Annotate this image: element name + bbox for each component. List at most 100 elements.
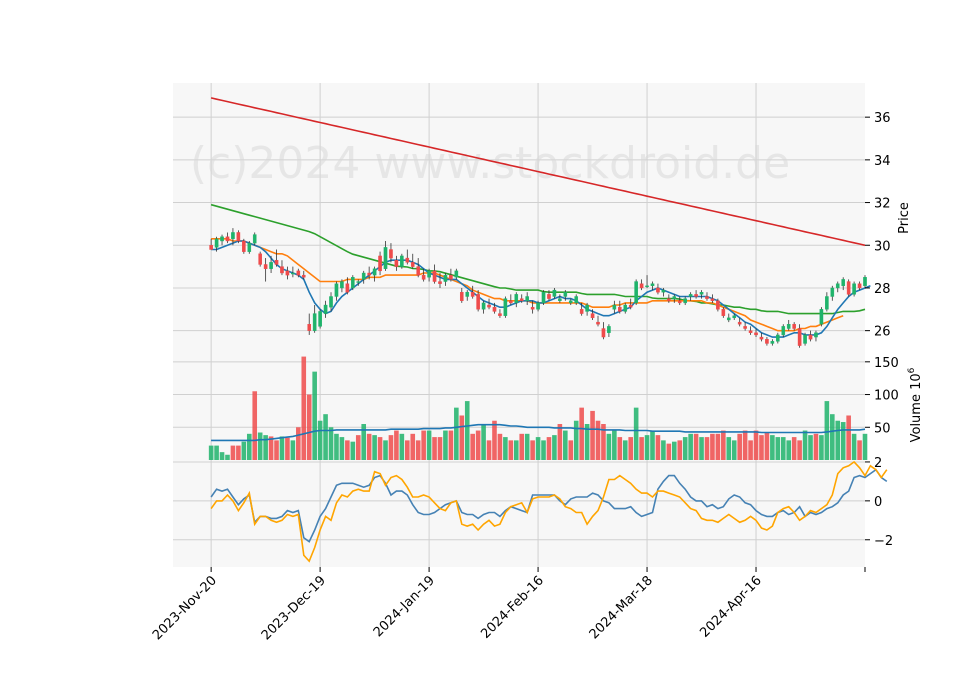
candle-body (552, 289, 557, 297)
candle-body (748, 330, 753, 333)
volume-bar (563, 430, 568, 460)
candle-body (427, 270, 431, 278)
candle (650, 281, 655, 291)
volume-bar (345, 440, 350, 460)
volume-bar (306, 394, 312, 460)
candle (846, 279, 851, 297)
volume-bar (377, 437, 383, 460)
candle (552, 287, 557, 299)
candle-body (601, 328, 606, 338)
candle (432, 264, 437, 284)
candle-body (623, 304, 628, 312)
candle (781, 324, 786, 338)
candle-body (351, 277, 355, 289)
candle (345, 277, 350, 295)
volume-bar (350, 441, 356, 460)
candle (808, 330, 813, 342)
volume-bar (492, 420, 497, 460)
volume-bar (862, 433, 868, 460)
candle-body (312, 313, 317, 331)
volume-bar (644, 435, 650, 460)
price-y-ticks: 26 28 30 32 34 36 (865, 111, 891, 340)
candle-body (743, 326, 747, 329)
candle-body (410, 262, 415, 267)
volume-bar (328, 427, 334, 460)
candle (743, 322, 747, 331)
candle-body (438, 281, 442, 284)
volume-bar (671, 441, 677, 460)
candle (470, 285, 475, 299)
candle (225, 232, 230, 244)
candle-body (323, 304, 328, 314)
candle-body (421, 274, 426, 280)
candle-body (830, 287, 835, 297)
candle-body (618, 306, 622, 312)
oscillator-lines (210, 460, 888, 563)
x-tick-label: 2024-Feb-16 (478, 573, 547, 642)
candle-body (726, 317, 731, 321)
volume-bar (715, 433, 721, 460)
volume-average (211, 423, 866, 442)
volume-bar (742, 430, 748, 460)
candle-body (383, 247, 388, 269)
candle-body (677, 300, 682, 304)
candle-body (857, 283, 862, 289)
volume-bar (317, 420, 323, 460)
candle-body (345, 283, 350, 293)
candle-body (667, 298, 671, 301)
candle-body (825, 296, 829, 310)
candle (449, 268, 453, 282)
volume-bar (301, 356, 307, 460)
candle-body (846, 281, 851, 295)
candle-body (656, 287, 660, 293)
volume-bar (786, 440, 792, 460)
candle (607, 324, 611, 338)
volume-bar (355, 435, 361, 460)
candle-body (476, 294, 480, 310)
candle-body (634, 281, 638, 304)
candle (596, 315, 600, 327)
candle (258, 251, 262, 267)
x-tick-label: 2024-Apr-16 (697, 573, 764, 640)
volume-bar (459, 415, 465, 460)
candle-body (786, 324, 791, 329)
candle-body (329, 296, 333, 308)
candle-body (274, 259, 279, 265)
candle (378, 251, 382, 276)
volume-bar (584, 424, 590, 460)
candle (547, 290, 551, 301)
candle-body (296, 270, 301, 276)
candle (688, 292, 693, 301)
watermark: (c)2024 www.stockdroid.de (190, 138, 790, 189)
candle-body (721, 309, 726, 316)
ma-slow-line (210, 203, 866, 315)
volume-bar (835, 420, 841, 460)
volume-bar (617, 437, 623, 460)
candle (759, 332, 764, 342)
candle (351, 275, 355, 291)
volume-bar (819, 435, 824, 460)
volume-bar (568, 440, 574, 460)
candle-body (803, 334, 807, 344)
volume-bar (454, 407, 459, 460)
candle-body (672, 296, 677, 299)
candle-body (503, 298, 508, 316)
candle-body (563, 292, 568, 297)
candle (694, 290, 698, 299)
candle-body (835, 283, 840, 289)
volume-bar (257, 432, 263, 460)
candle (514, 292, 519, 308)
candle-body (841, 279, 846, 287)
candle-body (340, 281, 344, 289)
candle (492, 302, 497, 314)
x-axis: 2023-Nov-20 2023-Dec-19 2024-Jan-19 2024-Fe… (150, 567, 866, 643)
candle (568, 298, 573, 306)
candle (830, 285, 835, 301)
candle (503, 296, 508, 318)
candle-body (585, 304, 589, 312)
candle (312, 305, 317, 333)
volume-bar (737, 433, 742, 460)
candle-body (449, 274, 453, 280)
candle (530, 300, 535, 314)
candle (857, 281, 862, 291)
